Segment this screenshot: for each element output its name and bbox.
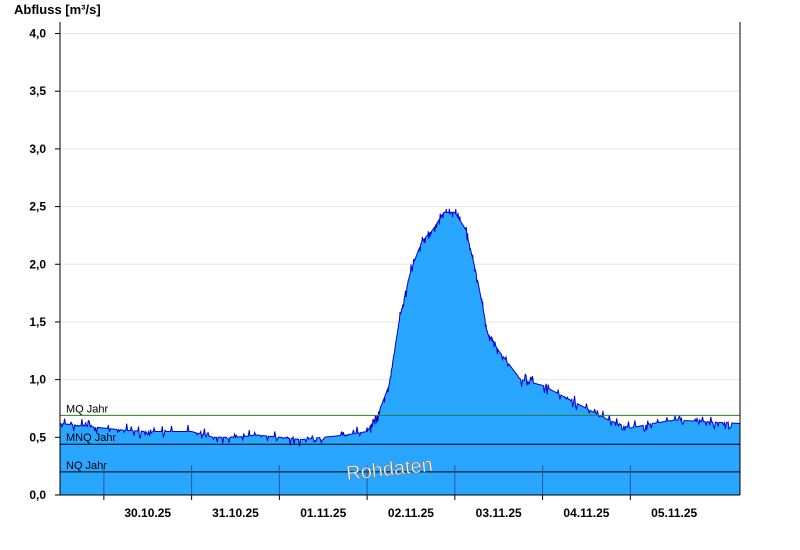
x-tick-labels: 30.10.25 31.10.25 01.11.25 02.11.25 03.11.25… [124,506,697,520]
y-tick-label: 3,5 [29,84,46,98]
y-tick-labels: 0,0 0,5 1,0 1,5 2,0 2,5 3,0 3,5 4,0 [29,27,60,502]
y-tick-label: 2,5 [29,200,46,214]
y-tick-label: 4,0 [29,27,46,41]
day-separator-lines [103,465,631,495]
y-tick-label: 1,5 [29,315,46,329]
reference-line-label: NQ Jahr [66,460,107,472]
x-tick-label: 04.11.25 [563,506,609,520]
reference-lines: MQ Jahr MNQ Jahr NQ Jahr [60,403,740,473]
y-tick-label: 1,0 [29,373,46,387]
y-tick-label: 3,0 [29,142,46,156]
x-tick-label: 03.11.25 [476,506,522,520]
discharge-area-layer [59,208,741,496]
x-tick-label: 31.10.25 [212,506,259,520]
discharge-line [59,208,741,447]
x-tick-label: 01.11.25 [300,506,346,520]
x-tick-label: 05.11.25 [651,506,697,520]
y-tick-label: 0,0 [29,488,46,502]
reference-line-label: MQ Jahr [66,403,109,415]
x-tick-label: 02.11.25 [388,506,434,520]
x-tick-label: 30.10.25 [124,506,171,520]
y-tick-label: 0,5 [29,430,46,444]
reference-line-label: MNQ Jahr [66,432,116,444]
discharge-area [60,208,740,496]
y-tick-label: 2,0 [29,257,46,271]
y-axis-label: Abfluss [m³/s] [14,2,101,17]
axes [59,22,741,500]
